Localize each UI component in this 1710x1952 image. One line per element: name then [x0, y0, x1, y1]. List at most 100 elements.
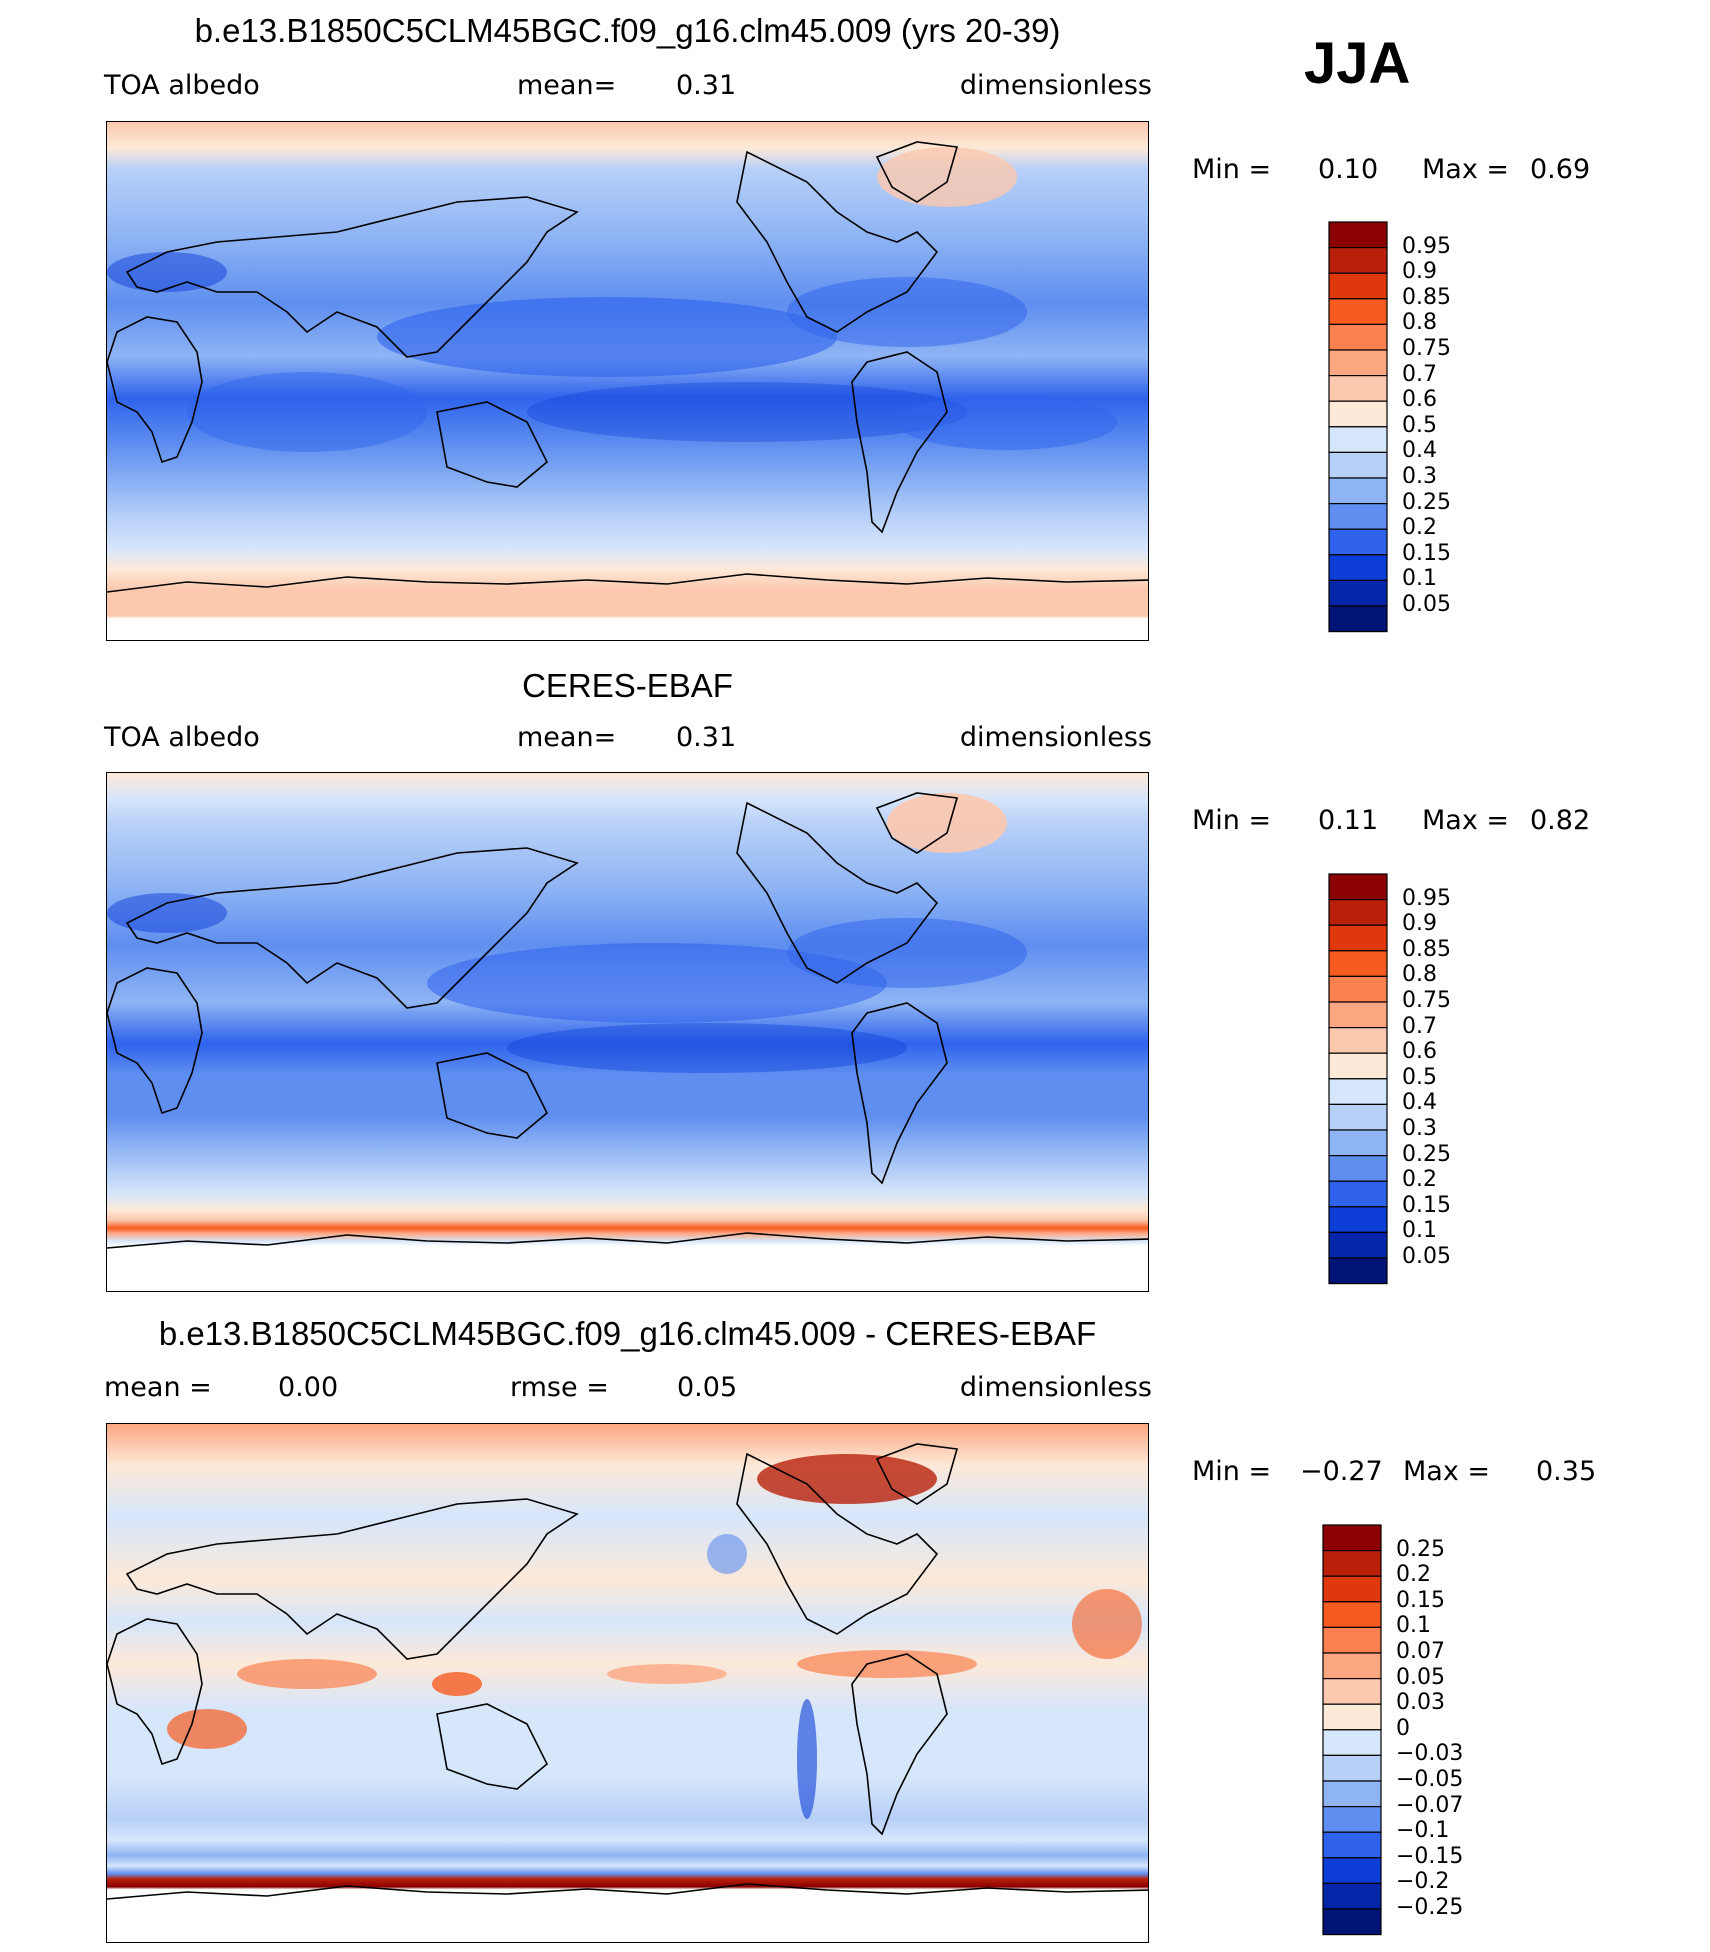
colorbar-swatch [1322, 1729, 1382, 1757]
colorbar-swatch [1322, 1857, 1382, 1884]
colorbar-tick-label: 0.8 [1402, 962, 1437, 988]
colorbar-swatches [1328, 873, 1388, 1285]
colorbar-tick-label: −0.15 [1396, 1843, 1464, 1869]
colorbar-tick-label: 0.5 [1402, 1064, 1437, 1090]
colorbar-tick-label: 0.05 [1402, 592, 1451, 617]
colorbar-swatch [1322, 1882, 1382, 1910]
colorbar-swatch [1328, 375, 1388, 402]
panel-1-max-value: 0.69 [1530, 154, 1591, 185]
panel-2-min-label: Min = [1192, 805, 1272, 836]
colorbar-swatch [1328, 400, 1388, 428]
colorbar-tick-label: 0.05 [1402, 1244, 1451, 1269]
colorbar-swatch [1328, 349, 1388, 377]
colorbar-tick-label: 0.5 [1402, 412, 1437, 438]
colorbar-swatch [1322, 1908, 1382, 1936]
colorbar-swatch [1322, 1806, 1382, 1833]
panel-3-rmse-label: rmse = [510, 1372, 609, 1403]
colorbar-swatch [1322, 1626, 1382, 1654]
colorbar-tick-label: 0.4 [1402, 438, 1437, 464]
colorbar-swatch [1328, 298, 1388, 326]
colorbar-tick-label: 0.9 [1402, 259, 1437, 285]
colorbar-swatch [1328, 1155, 1388, 1182]
colorbar-swatch [1328, 605, 1388, 633]
colorbar-tick-label: 0.07 [1396, 1639, 1445, 1664]
colorbar-tick-label: 0.1 [1396, 1613, 1431, 1639]
panel-3-mean-value: 0.00 [278, 1372, 339, 1403]
colorbar-swatch [1328, 1027, 1388, 1054]
colorbar-swatch [1322, 1550, 1382, 1577]
colorbar-tick-label: 0.15 [1396, 1587, 1445, 1613]
colorbar-tick-label: 0.75 [1402, 336, 1451, 361]
colorbar-tick-label: 0.85 [1402, 284, 1451, 310]
colorbar-tick-label: 0.2 [1402, 515, 1437, 541]
panel-2-max-value: 0.82 [1530, 805, 1591, 836]
colorbar-tick-label: 0.25 [1402, 489, 1451, 515]
colorbar-swatch [1328, 323, 1388, 351]
panel-1-mean-value: 0.31 [676, 70, 737, 101]
colorbar-swatch [1322, 1575, 1382, 1603]
colorbar-swatches [1328, 221, 1388, 633]
colorbar-swatch [1328, 554, 1388, 581]
panel-2-colorbar: 0.95 0.9 0.85 0.8 0.75 0.7 0.6 0.5 0.4 0.3 0.25 0.2… [1328, 873, 1568, 1287]
colorbar-swatch [1328, 899, 1388, 926]
colorbar-swatch [1328, 528, 1388, 556]
colorbar-tick-label: 0.75 [1402, 988, 1451, 1013]
colorbar-tick-label: 0 [1396, 1715, 1410, 1741]
panel-1-mean-label: mean= [517, 70, 617, 101]
panel-3-rmse-value: 0.05 [677, 1372, 738, 1403]
colorbar-swatch [1328, 924, 1388, 952]
colorbar-swatch [1322, 1703, 1382, 1731]
panel-2-variable: TOA albedo [104, 722, 260, 753]
colorbar-swatch [1328, 579, 1388, 607]
colorbar-swatch [1328, 1231, 1388, 1259]
colorbar-tick-label: 0.03 [1396, 1690, 1445, 1716]
colorbar-tick-label: −0.2 [1396, 1869, 1450, 1895]
colorbar-swatch [1328, 1052, 1388, 1080]
colorbar-swatch [1328, 975, 1388, 1003]
colorbar-tick-label: −0.1 [1396, 1818, 1450, 1844]
colorbar-swatch [1328, 272, 1388, 300]
colorbar-swatch [1328, 477, 1388, 505]
colorbar-swatch [1328, 1001, 1388, 1029]
colorbar-tick-label: 0.2 [1402, 1167, 1437, 1193]
colorbar-tick-label: 0.25 [1402, 1141, 1451, 1167]
panel-3-title: b.e13.B1850C5CLM45BGC.f09_g16.clm45.009 … [158, 1315, 1097, 1352]
colorbar-swatch [1322, 1754, 1382, 1782]
panel-3-min-value: −0.27 [1300, 1456, 1383, 1487]
panel-1-title: b.e13.B1850C5CLM45BGC.f09_g16.clm45.009 … [194, 12, 1061, 49]
colorbar-tick-label: −0.05 [1396, 1767, 1464, 1792]
season-label: JJA [1304, 31, 1411, 96]
panel-3-units: dimensionless [959, 1372, 1152, 1403]
colorbar-tick-label: 0.85 [1402, 936, 1451, 962]
colorbar-swatch [1328, 221, 1388, 249]
colorbar-swatch [1322, 1652, 1382, 1680]
panel-1-colorbar: 0.95 0.9 0.85 0.8 0.75 0.7 0.6 0.5 0.4 0.3 0.25 0.2… [1328, 221, 1568, 635]
colorbar-swatch [1328, 1078, 1388, 1106]
colorbar-swatch [1322, 1601, 1382, 1629]
colorbar-swatches [1322, 1524, 1382, 1936]
colorbar-tick-label: 0.6 [1402, 387, 1437, 413]
colorbar-swatch [1328, 451, 1388, 479]
colorbar-tick-label: 0.2 [1396, 1562, 1431, 1588]
colorbar-swatch [1322, 1524, 1382, 1552]
panel-2-title: CERES-EBAF [522, 667, 733, 704]
colorbar-swatch [1328, 1103, 1388, 1131]
colorbar-tick-label: −0.07 [1396, 1792, 1464, 1818]
colorbar-tick-label: 0.3 [1402, 1116, 1437, 1141]
panel-3-map [106, 1423, 1149, 1943]
colorbar-tick-label: 0.95 [1402, 233, 1451, 259]
panel-3-mean-label: mean = [104, 1372, 212, 1403]
colorbar-tick-label: −0.03 [1396, 1741, 1464, 1767]
colorbar-tick-label: 0.3 [1402, 464, 1437, 489]
colorbar-swatch [1328, 1257, 1388, 1285]
panel-1-map [106, 121, 1149, 641]
colorbar-swatch [1322, 1831, 1382, 1859]
colorbar-swatch [1328, 426, 1388, 454]
colorbar-tick-label: 0.15 [1402, 540, 1451, 566]
colorbar-swatch [1322, 1780, 1382, 1808]
colorbar-swatch [1328, 247, 1388, 274]
colorbar-tick-label: 0.15 [1402, 1192, 1451, 1218]
colorbar-tick-label: 0.6 [1402, 1039, 1437, 1065]
colorbar-tick-label: 0.8 [1402, 310, 1437, 336]
